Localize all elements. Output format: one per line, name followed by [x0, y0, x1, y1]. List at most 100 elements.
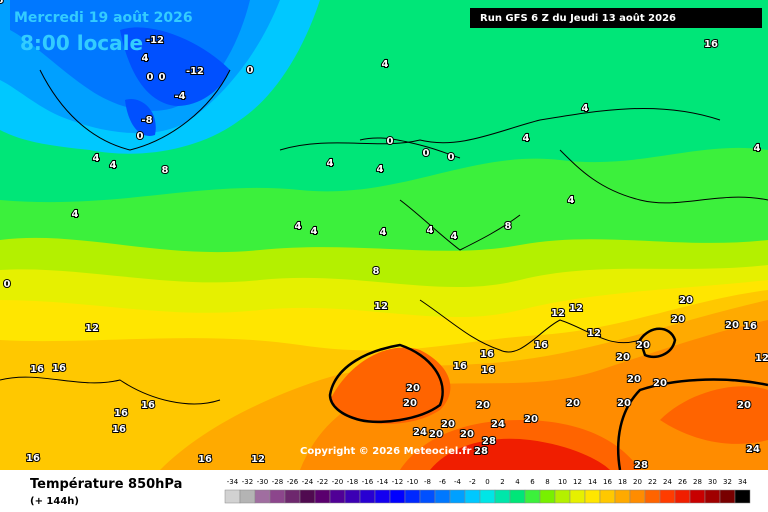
legend-label: 24	[663, 478, 672, 486]
isotherm-label: 4	[142, 53, 149, 64]
legend-swatch	[419, 489, 436, 504]
legend-label: 26	[678, 478, 687, 486]
isotherm-label: 12	[587, 328, 601, 339]
legend-label: -8	[424, 478, 431, 486]
isotherm-label: 20	[617, 398, 631, 409]
legend-swatch	[389, 489, 406, 504]
isotherm-label: 0	[423, 148, 430, 159]
legend-label: -10	[407, 478, 418, 486]
legend-label: 4	[515, 478, 520, 486]
legend-swatch	[224, 489, 241, 504]
legend-swatch	[344, 489, 361, 504]
legend-swatch	[359, 489, 376, 504]
isotherm-label: 16	[481, 365, 495, 376]
legend-label: 20	[633, 478, 642, 486]
isotherm-label: 24	[746, 444, 760, 455]
legend-swatch	[254, 489, 271, 504]
isotherm-label: 0	[247, 65, 254, 76]
isotherm-label: -4	[174, 91, 185, 102]
isotherm-label: 4	[377, 164, 384, 175]
legend-label: 10	[558, 478, 567, 486]
copyright: Copyright © 2026 Meteociel.fr	[300, 446, 471, 457]
isotherm-label: 20	[403, 398, 417, 409]
isotherm-label: 0	[147, 72, 154, 83]
legend-label: 16	[603, 478, 612, 486]
legend-swatch	[329, 489, 346, 504]
isotherm-label: 20	[616, 352, 630, 363]
legend-swatch	[269, 489, 286, 504]
legend-swatch	[449, 489, 466, 504]
isotherm-label: 20	[671, 314, 685, 325]
legend-label: -6	[439, 478, 447, 486]
legend-label: 14	[588, 478, 597, 486]
isotherm-label: 12	[85, 323, 99, 334]
legend-label: -20	[332, 478, 343, 486]
legend-swatch	[464, 489, 481, 504]
isotherm-label: 20	[566, 398, 580, 409]
forecast-lead: (+ 144h)	[30, 496, 79, 507]
legend-swatch	[599, 489, 616, 504]
legend-swatch	[299, 489, 316, 504]
isotherm-label: 16	[112, 424, 126, 435]
run-box	[470, 8, 762, 28]
isotherm-label: 4	[427, 225, 434, 236]
legend-swatch	[479, 489, 496, 504]
isotherm-label: 4	[451, 231, 458, 242]
legend-swatch	[494, 489, 511, 504]
isotherm-label: 8	[162, 165, 169, 176]
legend-swatch	[734, 489, 751, 504]
isotherm-label: 24	[491, 419, 505, 430]
field-22-west	[330, 347, 451, 424]
isotherm-label: 4	[72, 209, 79, 220]
legend-swatch	[629, 489, 646, 504]
legend-swatch	[719, 489, 736, 504]
legend-swatch	[674, 489, 691, 504]
isotherm-label: 20	[406, 383, 420, 394]
isotherm-label: 16	[30, 364, 44, 375]
color-legend: -34 -32 -30 -28 -26 -24 -22 -20 -18 -16 -14 -12 -10-…	[224, 478, 751, 504]
isotherm-label: 4	[568, 195, 575, 206]
isotherm-label: 16	[114, 408, 128, 419]
legend-label: 22	[648, 478, 657, 486]
legend-label: -28	[272, 478, 283, 486]
legend-label: 32	[723, 478, 732, 486]
legend-label: 0	[485, 478, 489, 486]
isotherm-label: 16	[743, 321, 757, 332]
legend-label: -2	[469, 478, 476, 486]
isotherm-label: 0	[387, 136, 394, 147]
isotherm-label: 12	[374, 301, 388, 312]
isotherm-label: 28	[482, 436, 496, 447]
legend-label: 2	[500, 478, 504, 486]
legend-label: -4	[454, 478, 462, 486]
isotherm-label: 20	[460, 429, 474, 440]
isotherm-label: 20	[725, 320, 739, 331]
isotherm-label: 20	[441, 419, 455, 430]
isotherm-label: 20	[476, 400, 490, 411]
legend-label: -24	[302, 478, 314, 486]
legend-swatch	[524, 489, 541, 504]
isotherm-label: 4	[93, 153, 100, 164]
isotherm-label: 16	[534, 340, 548, 351]
legend-swatch	[554, 489, 571, 504]
legend-label: 6	[530, 478, 535, 486]
legend-swatch	[614, 489, 631, 504]
isotherm-label: 20	[636, 340, 650, 351]
legend-label: -22	[317, 478, 328, 486]
field-26	[430, 438, 610, 470]
isotherm-label: 4	[582, 103, 589, 114]
legend-swatch	[239, 489, 256, 504]
legend-swatch	[689, 489, 706, 504]
legend-label: 28	[693, 478, 702, 486]
isotherm-label: 12	[551, 308, 565, 319]
isotherm-label: 16	[480, 349, 494, 360]
coastlines	[0, 69, 768, 405]
isotherm-label: -12	[186, 66, 204, 77]
legend-label: -32	[242, 478, 253, 486]
isotherm-label: 20	[429, 429, 443, 440]
isotherm-label: 0	[159, 72, 166, 83]
field-title: Température 850hPa	[30, 477, 182, 492]
temperature-field	[0, 0, 768, 470]
isotherm-label: 4	[327, 158, 334, 169]
